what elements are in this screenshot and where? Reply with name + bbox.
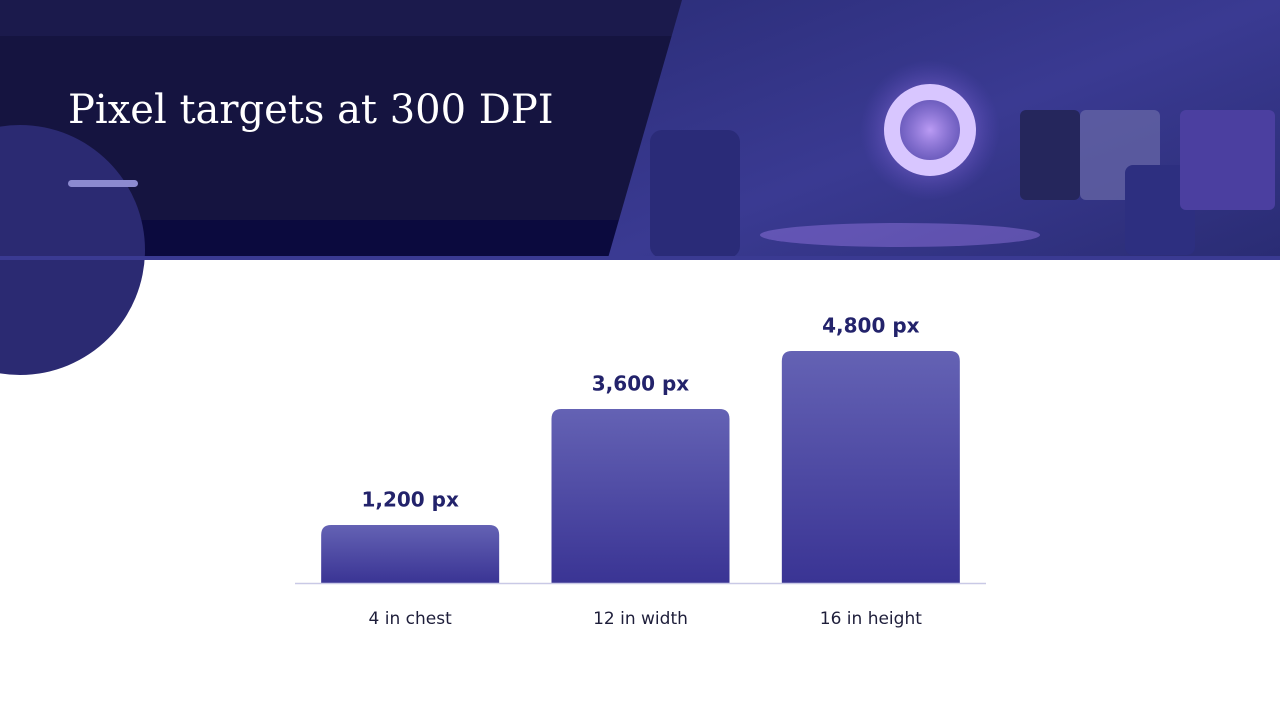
hero-shirts (1020, 110, 1080, 200)
bar (551, 409, 730, 583)
bar (781, 351, 960, 583)
hero-floor-glow (760, 223, 1040, 247)
hero-press (1180, 110, 1275, 210)
bar (321, 525, 500, 583)
header: Pixel targets at 300 DPI (0, 0, 1280, 375)
slide-title: Pixel targets at 300 DPI (68, 87, 554, 133)
value-label: 1,200 px (361, 488, 459, 512)
value-label: 4,800 px (822, 314, 920, 338)
chart: 1,200 px 4 in chest 3,600 px 12 in width 4,8… (295, 314, 986, 629)
hero-mannequin (1125, 165, 1195, 255)
hero-person (650, 130, 740, 258)
title-accent (68, 180, 138, 187)
hero-ring (884, 84, 976, 176)
header-rule (0, 256, 1280, 260)
decor-circle (0, 125, 145, 375)
category-label: 4 in chest (369, 609, 453, 629)
category-label: 16 in height (820, 609, 922, 629)
category-label: 12 in width (593, 609, 688, 629)
value-label: 3,600 px (592, 372, 690, 396)
hero-glow (860, 60, 1000, 200)
